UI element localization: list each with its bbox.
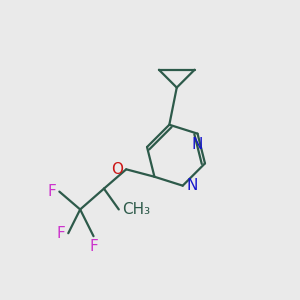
Text: N: N <box>186 178 198 193</box>
Text: F: F <box>48 184 56 199</box>
Text: CH₃: CH₃ <box>122 202 151 217</box>
Text: N: N <box>192 136 203 152</box>
Text: F: F <box>89 239 98 254</box>
Text: F: F <box>56 226 65 241</box>
Text: O: O <box>111 162 123 177</box>
